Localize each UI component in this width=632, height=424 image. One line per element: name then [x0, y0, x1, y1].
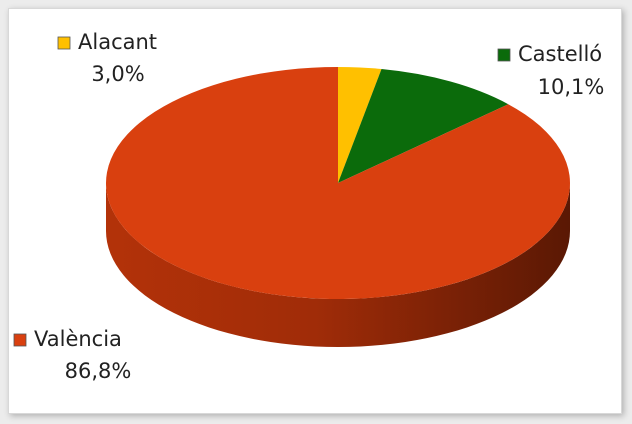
category-label: València — [34, 327, 122, 351]
legend-swatch — [57, 36, 71, 50]
category-label: Castelló — [518, 42, 602, 66]
legend-swatch — [13, 333, 27, 347]
value-label: 10,1% — [538, 75, 605, 99]
category-label: Alacant — [78, 30, 157, 54]
value-label: 3,0% — [91, 62, 144, 86]
legend-swatch — [497, 48, 511, 62]
value-label: 86,8% — [65, 359, 132, 383]
slice — [338, 69, 509, 183]
slice — [105, 67, 570, 299]
slice — [338, 67, 382, 183]
slice-side — [106, 183, 570, 347]
